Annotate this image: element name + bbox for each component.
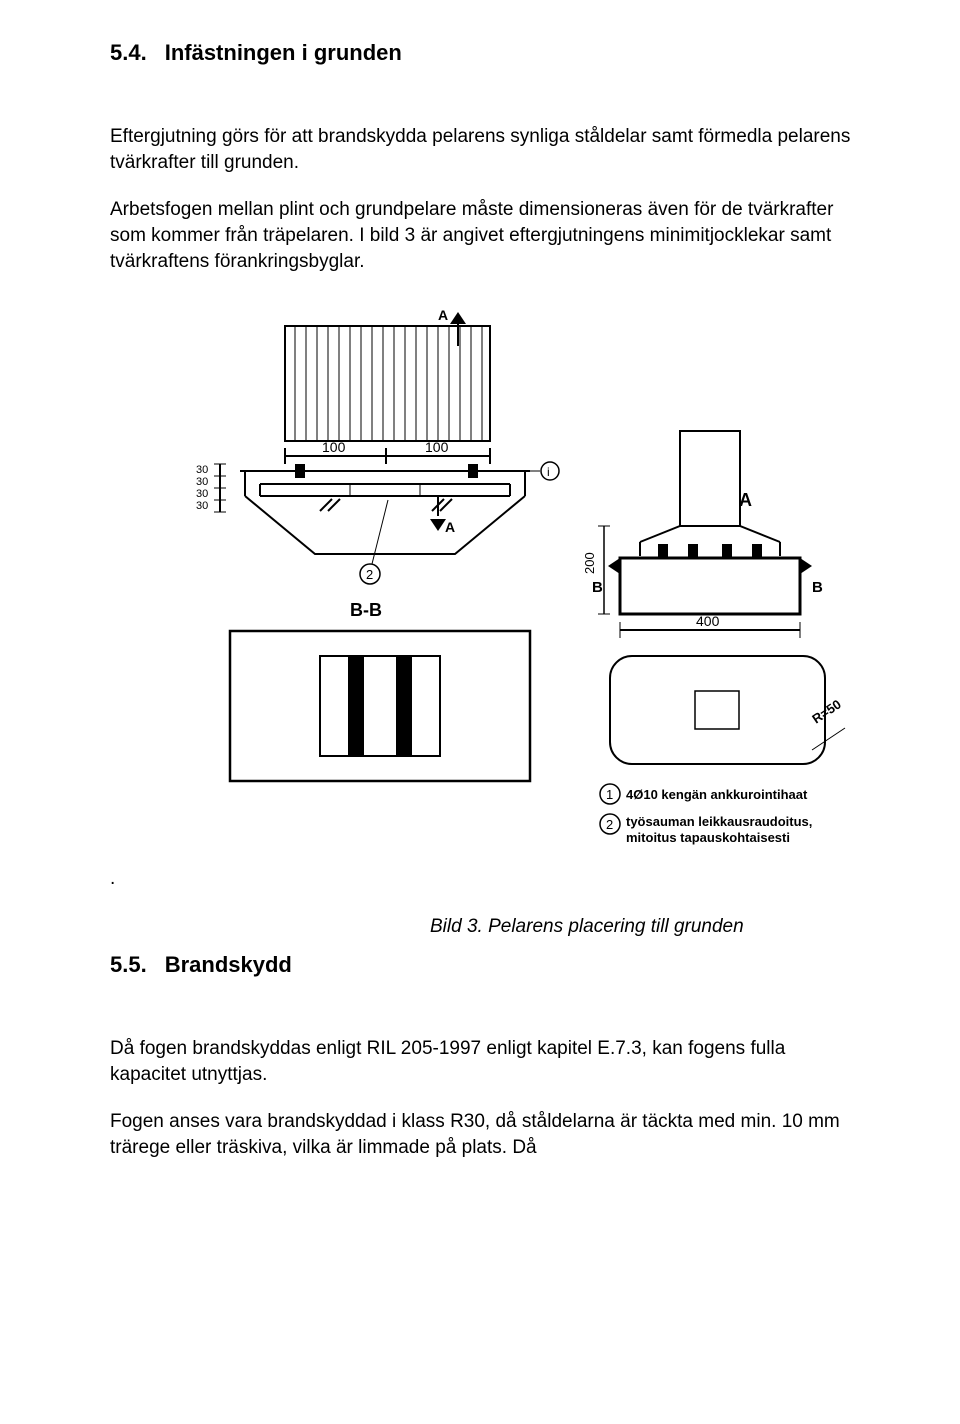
plan-rounded: R=50 <box>610 656 845 764</box>
svg-text:30: 30 <box>196 488 208 500</box>
svg-text:B: B <box>592 579 603 596</box>
svg-text:100: 100 <box>425 439 449 455</box>
section-aa: A-A 400 <box>582 431 823 638</box>
callout-i: i <box>478 462 559 480</box>
heading-number: 5.4. <box>110 40 147 66</box>
paragraph-2: Arbetsfogen mellan plint och grundpelare… <box>110 197 860 274</box>
section-heading-5-5: 5.5. Brandskydd <box>110 952 890 978</box>
svg-text:2: 2 <box>606 817 613 832</box>
callout-2: 2 <box>360 500 388 584</box>
top-view-column <box>285 326 490 441</box>
diagram-bild-3: A 100 100 <box>110 296 890 856</box>
top-view-base <box>240 464 530 554</box>
stray-dot: . <box>110 866 860 886</box>
svg-text:B: B <box>812 579 823 596</box>
svg-text:A: A <box>438 307 448 323</box>
heading-title: Infästningen i grunden <box>165 40 402 66</box>
section-bb: B-B <box>230 600 530 781</box>
legend: 1 4Ø10 kengän ankkurointihaat 2 työsauma… <box>600 784 812 845</box>
svg-text:30: 30 <box>196 464 208 476</box>
section-heading-5-4: 5.4. Infästningen i grunden <box>110 40 890 66</box>
paragraph-4: Fogen anses vara brandskyddad i klass R3… <box>110 1109 860 1160</box>
paragraph-1: Eftergjutning görs för att brandskydda p… <box>110 124 860 175</box>
svg-text:B-B: B-B <box>350 600 382 620</box>
heading-number: 5.5. <box>110 952 147 978</box>
svg-text:mitoitus tapauskohtaisesti: mitoitus tapauskohtaisesti <box>626 830 790 845</box>
dim-left-stack: 30 30 30 30 <box>196 464 226 512</box>
paragraph-3: Då fogen brandskyddas enligt RIL 205-199… <box>110 1036 860 1087</box>
svg-text:työsauman leikkausraudoitus,: työsauman leikkausraudoitus, <box>626 814 812 829</box>
dim-100-100: 100 100 <box>285 439 490 464</box>
svg-text:i: i <box>547 465 550 479</box>
figure-caption: Bild 3. Pelarens placering till grunden <box>430 916 890 938</box>
heading-title: Brandskydd <box>165 952 292 978</box>
svg-text:200: 200 <box>582 553 597 575</box>
svg-text:4Ø10 kengän ankkurointihaat: 4Ø10 kengän ankkurointihaat <box>626 787 808 802</box>
svg-text:100: 100 <box>322 439 346 455</box>
svg-text:A: A <box>445 519 455 535</box>
svg-text:400: 400 <box>696 613 720 629</box>
svg-text:2: 2 <box>366 567 373 582</box>
svg-text:30: 30 <box>196 476 208 488</box>
svg-text:1: 1 <box>606 787 613 802</box>
svg-text:30: 30 <box>196 500 208 512</box>
